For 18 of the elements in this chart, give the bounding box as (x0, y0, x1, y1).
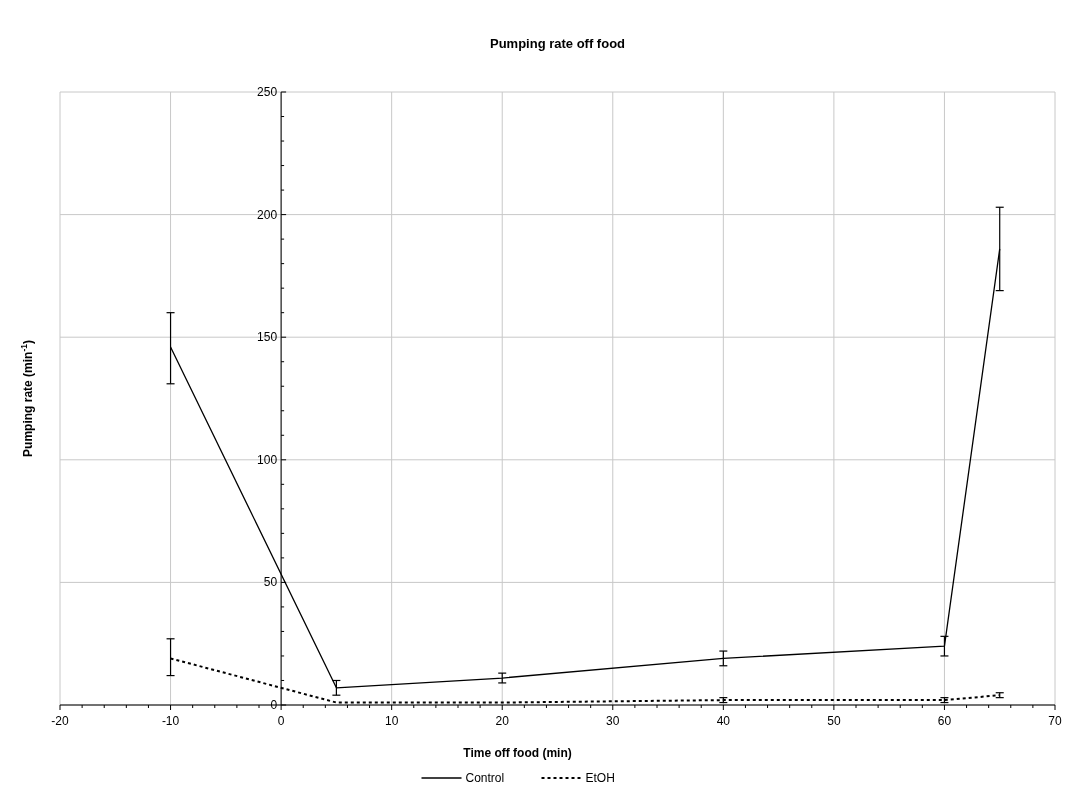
x-axis-title: Time off food (min) (463, 746, 572, 760)
x-tick-label: -20 (51, 714, 69, 728)
y-tick-label: 50 (263, 575, 278, 590)
x-tick-label: 70 (1048, 714, 1062, 728)
y-tick-label: 250 (257, 85, 278, 99)
x-tick-label: 60 (937, 714, 952, 728)
chart-title: Pumping rate off food (489, 36, 626, 51)
legend-label: EtOH (585, 771, 615, 785)
x-tick-label: 30 (606, 714, 620, 728)
y-tick-label: 150 (257, 330, 278, 345)
x-tick-label: 50 (827, 714, 841, 728)
x-tick-label: 40 (716, 714, 731, 728)
y-tick-label: 100 (257, 452, 278, 467)
x-tick-label: -10 (161, 714, 180, 728)
x-tick-label: 20 (495, 714, 510, 728)
x-tick-label: 10 (384, 714, 399, 728)
legend-label: Control (465, 771, 505, 785)
y-tick-label: 200 (257, 207, 278, 222)
